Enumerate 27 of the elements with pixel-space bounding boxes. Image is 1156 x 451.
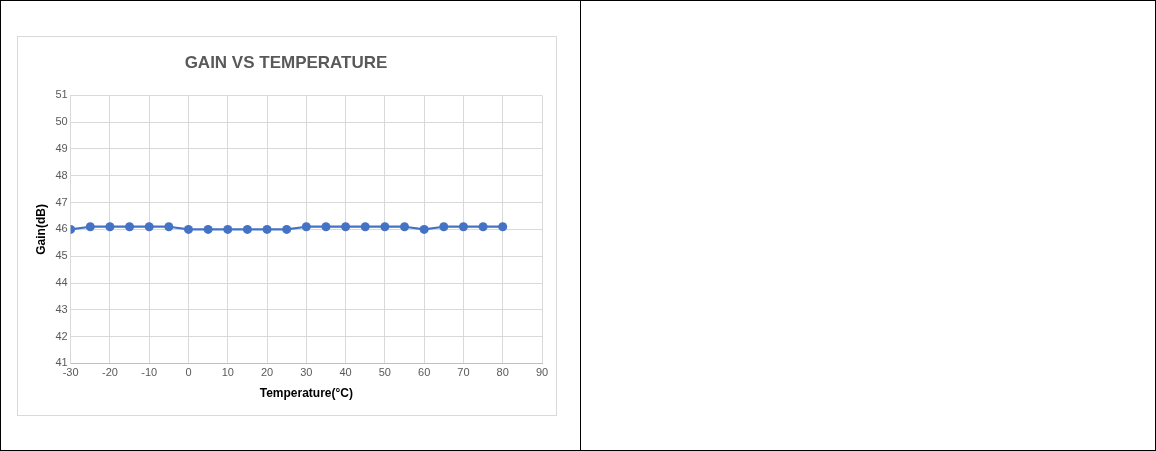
chart-title: GAIN VS TEMPERATURE bbox=[184, 52, 388, 72]
x-tick-label: 60 bbox=[418, 366, 431, 379]
y-tick-label: 46 bbox=[55, 222, 68, 235]
x-tick-label: 70 bbox=[457, 366, 470, 379]
x-tick-label: 90 bbox=[535, 366, 549, 379]
y-tick-label: 44 bbox=[55, 276, 68, 289]
y-tick-label: 45 bbox=[55, 249, 68, 262]
y-axis-title: Gain(dB) bbox=[33, 204, 48, 255]
y-tick-label: 49 bbox=[55, 142, 68, 155]
y-tick-label: 48 bbox=[55, 168, 68, 181]
x-axis-title: Temperature(°C) bbox=[259, 386, 353, 401]
x-tick-label: 0 bbox=[185, 366, 192, 379]
x-tick-label: 80 bbox=[496, 366, 509, 379]
x-tick-label: -10 bbox=[141, 366, 158, 379]
x-tick-label: 10 bbox=[221, 366, 234, 379]
x-tick-label: 50 bbox=[378, 366, 391, 379]
y-tick-label: 51 bbox=[55, 88, 68, 101]
x-tick-label: 30 bbox=[300, 366, 313, 379]
y-tick-label: 50 bbox=[55, 115, 68, 128]
y-tick-label: 41 bbox=[55, 356, 68, 369]
x-tick-label: -20 bbox=[101, 366, 118, 379]
x-tick-label: -30 bbox=[62, 366, 79, 379]
x-tick-label: 40 bbox=[339, 366, 352, 379]
y-tick-label: 43 bbox=[55, 302, 68, 315]
y-tick-label: 47 bbox=[55, 195, 68, 208]
y-tick-label: 42 bbox=[55, 329, 68, 342]
x-tick-label: 20 bbox=[260, 366, 274, 379]
